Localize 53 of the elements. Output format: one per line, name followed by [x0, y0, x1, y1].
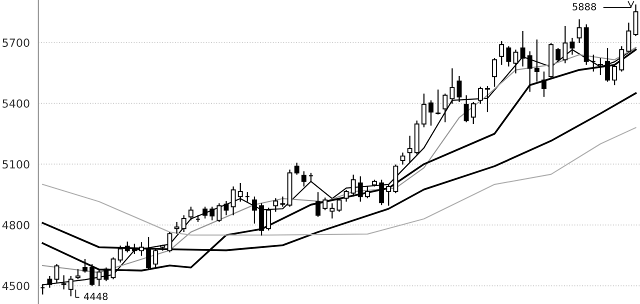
candlestick [252, 196, 257, 224]
candlestick [478, 86, 483, 104]
candlestick [506, 46, 512, 68]
candlestick [174, 221, 180, 234]
candlestick [450, 68, 455, 104]
y-tick-label: 5400 [2, 99, 30, 108]
candlestick [442, 93, 448, 123]
candlestick [421, 93, 426, 128]
candlestick [598, 58, 603, 76]
candlestick [485, 86, 490, 113]
candlestick [301, 170, 306, 188]
candlestick [358, 176, 363, 202]
candlestick [330, 202, 335, 220]
line-series [42, 127, 636, 236]
candlestick [181, 214, 186, 233]
candlestick [379, 179, 384, 206]
candlestick [273, 198, 278, 212]
candlestick [633, 4, 638, 37]
y-tick-label: 5100 [2, 160, 30, 169]
candlestick [350, 174, 356, 198]
y-tick-label: 5700 [2, 38, 30, 47]
candlestick [612, 64, 618, 86]
candlestick [407, 135, 412, 164]
candlestick [294, 162, 300, 176]
candlestick [230, 186, 236, 216]
candlestick [316, 192, 320, 218]
candlestick [280, 196, 286, 208]
candlestick [436, 89, 441, 116]
candlestick [386, 183, 392, 206]
y-tick-label: 4500 [2, 282, 30, 290]
candlestick [238, 182, 243, 202]
candlestick [336, 198, 342, 212]
candlestick [364, 186, 370, 199]
y-tick-label: 4800 [2, 220, 30, 230]
candlestick [542, 70, 546, 98]
candlestick [576, 18, 582, 44]
annotation: 5888 [572, 3, 596, 10]
candlestick [492, 58, 498, 88]
candlestick [322, 197, 328, 211]
candlestick [210, 206, 215, 221]
candlestick [266, 207, 272, 231]
candlestick [470, 101, 476, 125]
candlestick [75, 268, 80, 280]
annotation: 4448 [84, 292, 108, 300]
candlestick [400, 152, 406, 166]
candlestick [216, 202, 222, 222]
candlestick [428, 100, 434, 126]
candlestick [456, 75, 462, 102]
candlestick [188, 206, 194, 221]
candlestick [464, 94, 469, 123]
candlestick [344, 189, 349, 202]
candlestick [499, 40, 504, 66]
candlestick [202, 206, 208, 220]
